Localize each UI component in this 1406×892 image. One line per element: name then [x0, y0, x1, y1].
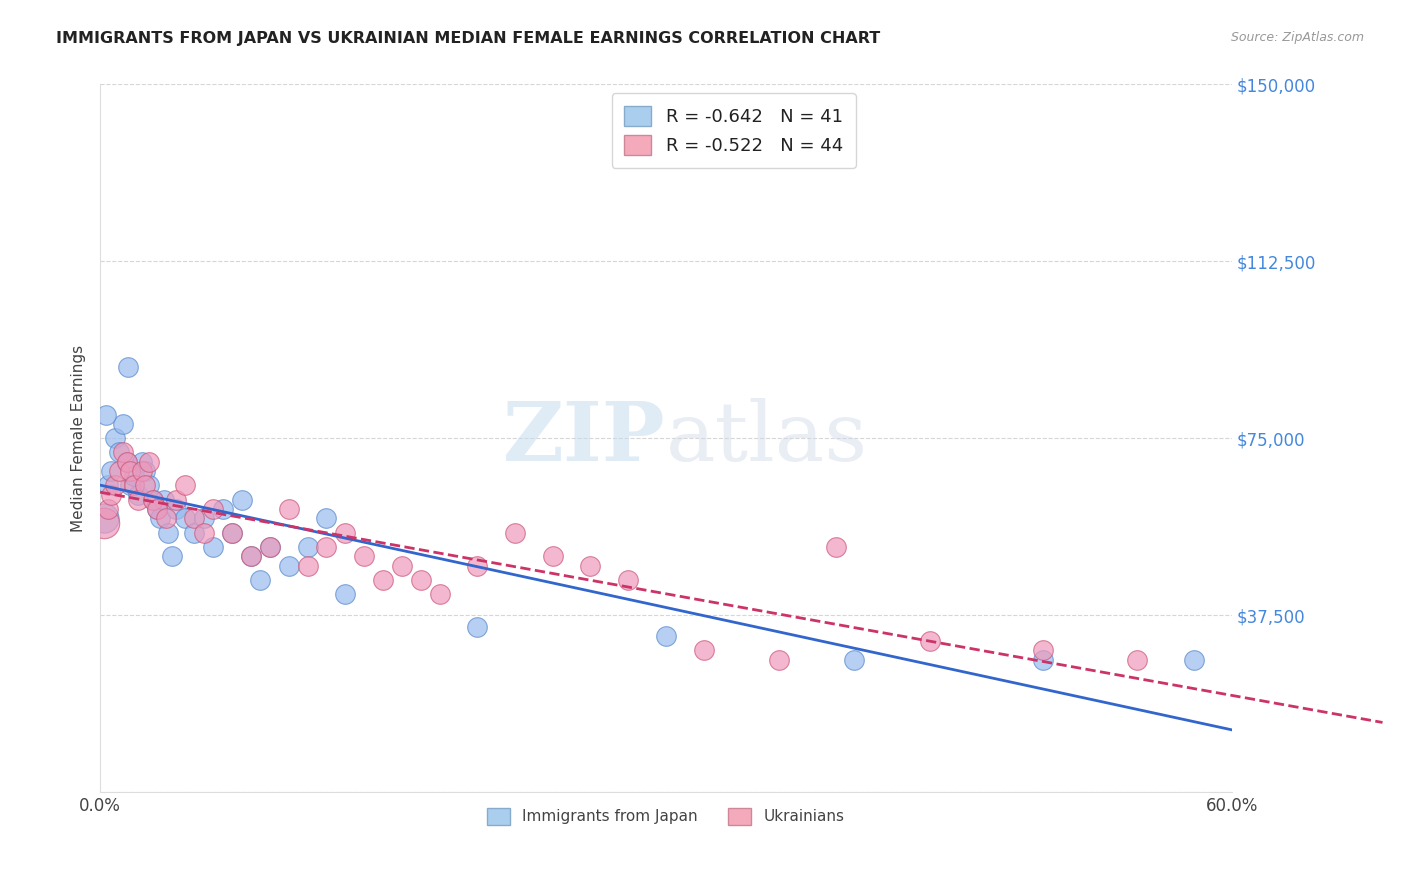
Point [108, 464, 131, 478]
Point [165, 492, 187, 507]
Point [249, 573, 271, 587]
Point [122, 469, 145, 483]
Point [122, 478, 145, 492]
Point [211, 502, 233, 516]
Point [142, 492, 165, 507]
Point [149, 511, 172, 525]
Point [157, 525, 180, 540]
Point [335, 525, 357, 540]
Point [138, 478, 160, 492]
Point [371, 573, 394, 587]
Point [692, 643, 714, 657]
Point [240, 549, 263, 563]
Point [231, 492, 253, 507]
Text: IMMIGRANTS FROM JAPAN VS UKRAINIAN MEDIAN FEMALE EARNINGS CORRELATION CHART: IMMIGRANTS FROM JAPAN VS UKRAINIAN MEDIA… [56, 31, 880, 46]
Point [120, 478, 142, 492]
Point [277, 558, 299, 573]
Point [153, 492, 176, 507]
Point [202, 540, 225, 554]
Point [145, 502, 167, 516]
Point [193, 511, 215, 525]
Point [221, 525, 243, 540]
Text: ZIP: ZIP [503, 398, 666, 478]
Point [429, 587, 451, 601]
Point [193, 525, 215, 540]
Point [142, 492, 165, 507]
Point [183, 525, 205, 540]
Point [111, 417, 134, 431]
Point [259, 540, 281, 554]
Point [503, 525, 526, 540]
Point [165, 502, 187, 516]
Point [134, 464, 156, 478]
Point [259, 540, 281, 554]
Point [617, 573, 640, 587]
Point [138, 455, 160, 469]
Point [115, 455, 138, 469]
Point [579, 558, 602, 573]
Point [174, 511, 197, 525]
Point [277, 502, 299, 516]
Point [465, 558, 488, 573]
Point [131, 464, 153, 478]
Point [844, 653, 866, 667]
Point [97, 502, 120, 516]
Point [115, 455, 138, 469]
Point [353, 549, 375, 563]
Y-axis label: Median Female Earnings: Median Female Earnings [72, 344, 86, 532]
Point [100, 488, 122, 502]
Text: atlas: atlas [666, 398, 868, 478]
Point [1032, 643, 1054, 657]
Point [918, 634, 941, 648]
Point [160, 549, 183, 563]
Point [94, 408, 117, 422]
Legend: Immigrants from Japan, Ukrainians: Immigrants from Japan, Ukrainians [478, 799, 853, 834]
Point [1126, 653, 1149, 667]
Point [93, 516, 115, 530]
Point [1182, 653, 1205, 667]
Text: Source: ZipAtlas.com: Source: ZipAtlas.com [1230, 31, 1364, 45]
Point [104, 478, 127, 492]
Point [155, 511, 177, 525]
Point [183, 511, 205, 525]
Point [104, 431, 127, 445]
Point [174, 478, 197, 492]
Point [221, 525, 243, 540]
Point [1032, 653, 1054, 667]
Point [93, 511, 115, 525]
Point [100, 464, 122, 478]
Point [768, 653, 790, 667]
Point [335, 587, 357, 601]
Point [297, 540, 319, 554]
Point [202, 502, 225, 516]
Point [120, 464, 142, 478]
Point [127, 488, 149, 502]
Point [315, 540, 337, 554]
Point [465, 620, 488, 634]
Point [145, 502, 167, 516]
Point [391, 558, 413, 573]
Point [111, 445, 134, 459]
Point [824, 540, 846, 554]
Point [297, 558, 319, 573]
Point [409, 573, 432, 587]
Point [655, 629, 678, 643]
Point [97, 478, 120, 492]
Point [108, 445, 131, 459]
Point [131, 455, 153, 469]
Point [541, 549, 564, 563]
Point [315, 511, 337, 525]
Point [127, 492, 149, 507]
Point [240, 549, 263, 563]
Point [134, 478, 156, 492]
Point [117, 360, 139, 375]
